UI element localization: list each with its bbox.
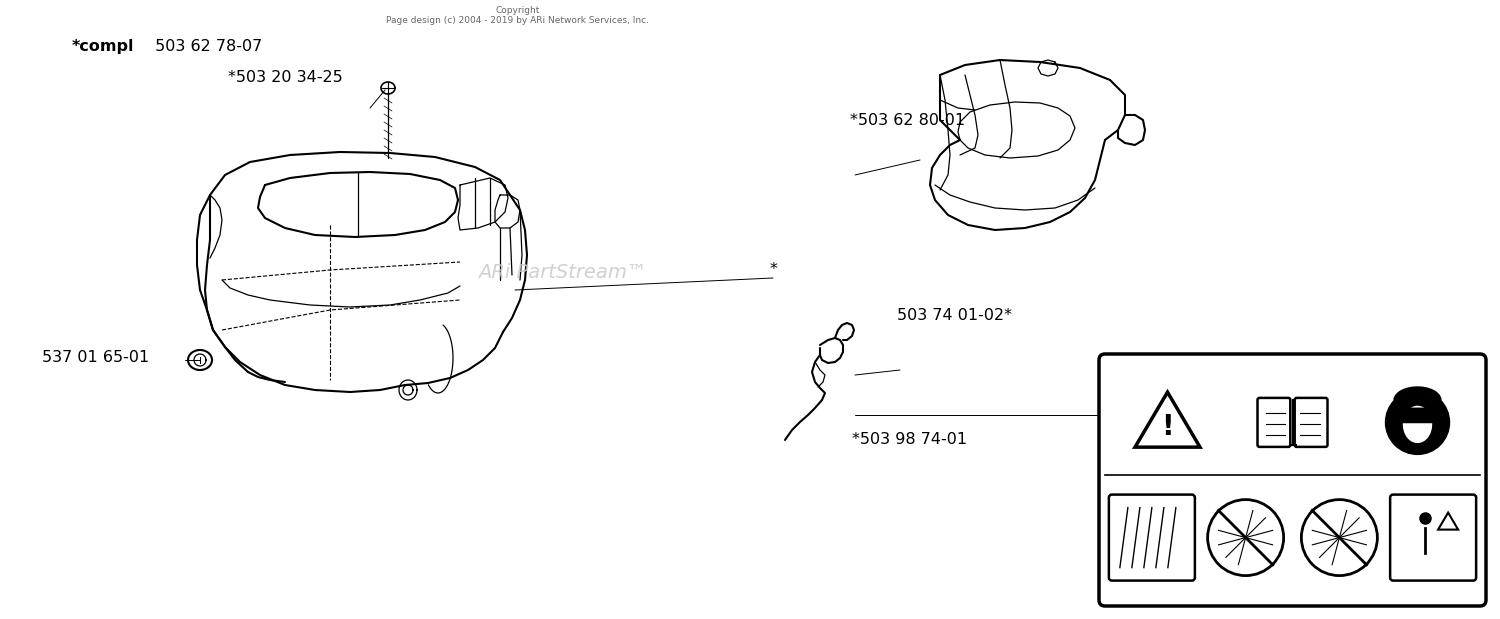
Text: 537 01 65-01: 537 01 65-01 [42,350,148,365]
Circle shape [1386,391,1449,454]
Text: Copyright
Page design (c) 2004 - 2019 by ARi Network Services, Inc.: Copyright Page design (c) 2004 - 2019 by… [386,6,650,25]
Ellipse shape [1404,407,1431,443]
FancyBboxPatch shape [1257,398,1290,447]
Text: 503 62 78-07: 503 62 78-07 [150,39,262,54]
FancyBboxPatch shape [1108,495,1196,581]
FancyBboxPatch shape [1294,398,1328,447]
Text: 503 74 01-02*: 503 74 01-02* [897,308,1013,323]
Text: *compl: *compl [72,39,135,54]
Text: *503 98 74-01: *503 98 74-01 [852,432,968,447]
FancyBboxPatch shape [1401,409,1434,422]
Text: *: * [770,262,777,277]
FancyBboxPatch shape [1100,354,1486,606]
Text: *503 20 34-25: *503 20 34-25 [228,70,342,85]
Text: !: ! [1161,413,1174,441]
Text: *503 62 80-01: *503 62 80-01 [850,113,966,128]
Text: ARi PartStream™: ARi PartStream™ [478,263,646,282]
FancyBboxPatch shape [1390,495,1476,581]
